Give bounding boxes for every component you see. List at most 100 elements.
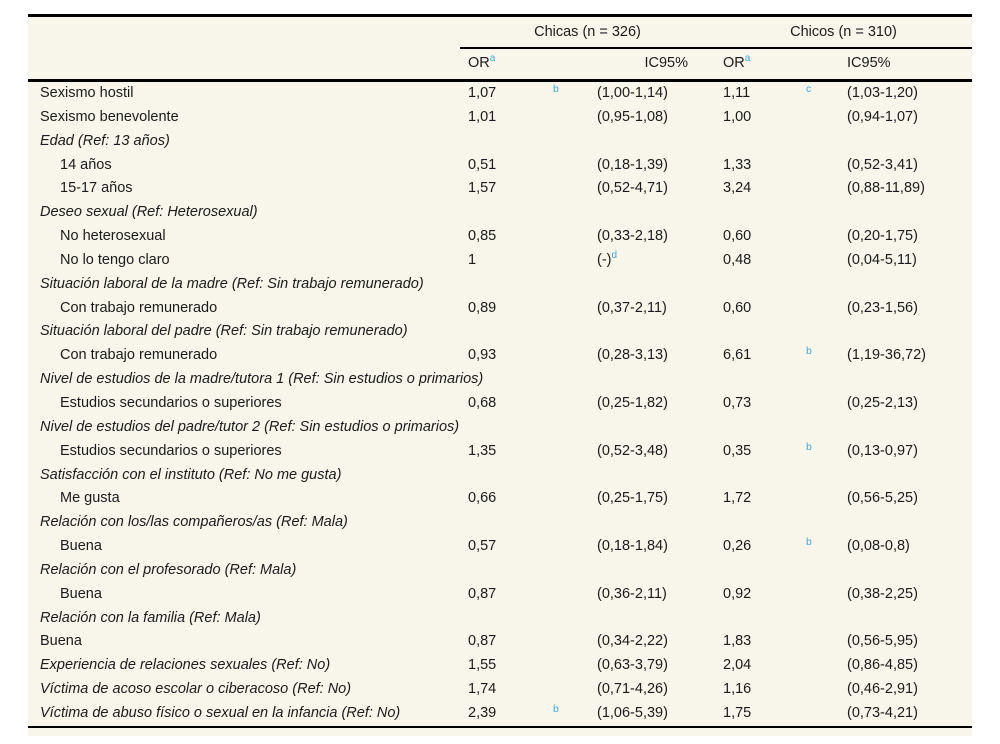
ci-value: (0,71-4,26) bbox=[597, 681, 668, 698]
or-header-chicas: ORa bbox=[460, 49, 545, 79]
or-value-chicos: 0,92 bbox=[715, 583, 798, 607]
or-value-chicos: 2,04 bbox=[715, 654, 798, 678]
ci-value-chicas: (0,36-2,11) bbox=[590, 583, 715, 607]
ci-value: (1,00-1,14) bbox=[597, 85, 668, 101]
or-value: 0,60 bbox=[723, 228, 752, 245]
or-value-chicas bbox=[460, 607, 545, 631]
table-row: Sexismo hostil 1,07 b (1,00-1,14) 1,11 c… bbox=[28, 82, 972, 106]
sig-marker-chicos bbox=[798, 607, 840, 631]
ci-value-chicos bbox=[840, 201, 972, 225]
significance-letter: b bbox=[806, 440, 812, 453]
ci-value-chicas bbox=[590, 416, 715, 440]
table-row: Relación con el profesorado (Ref: Mala) bbox=[28, 559, 972, 583]
or-value: 0,66 bbox=[468, 490, 497, 507]
sig-marker-chicas bbox=[545, 273, 590, 297]
row-label: Sexismo hostil bbox=[40, 85, 134, 101]
sig-marker-chicas: b bbox=[545, 82, 590, 107]
ci-value: (0,20-1,75) bbox=[847, 228, 918, 245]
sig-marker-chicos bbox=[798, 130, 840, 154]
or-value-chicos bbox=[715, 201, 798, 225]
sig-marker-chicas bbox=[545, 464, 590, 488]
or-value: 0,48 bbox=[723, 251, 752, 268]
sig-marker-chicas: b bbox=[545, 702, 590, 727]
sig-marker-chicas bbox=[545, 177, 590, 201]
or-value: 0,87 bbox=[468, 585, 497, 602]
sig-marker-chicas bbox=[545, 154, 590, 178]
ci-value-chicos: (0,20-1,75) bbox=[840, 225, 972, 249]
or-value: 0,93 bbox=[468, 347, 497, 364]
or-value-chicos bbox=[715, 130, 798, 154]
table-body: Sexismo hostil 1,07 b (1,00-1,14) 1,11 c… bbox=[28, 82, 972, 728]
ci-value-chicos bbox=[840, 368, 972, 392]
table-row: Estudios secundarios o superiores 0,68 (… bbox=[28, 392, 972, 416]
ci-value-chicos: (0,94-1,07) bbox=[840, 106, 972, 130]
or-value: 1,11 bbox=[723, 85, 751, 101]
ci-value-chicas bbox=[590, 511, 715, 535]
sig-marker-chicos bbox=[798, 368, 840, 392]
ci-value-chicos bbox=[840, 273, 972, 297]
ci-value: (1,06-5,39) bbox=[597, 704, 668, 721]
row-label: Buena bbox=[60, 538, 102, 555]
sig-marker-chicos bbox=[798, 630, 840, 654]
ci-value-chicas: (0,18-1,39) bbox=[590, 154, 715, 178]
group-header-row: Chicas (n = 326) Chicos (n = 310) bbox=[28, 17, 972, 49]
ci-value: (0,52-3,48) bbox=[597, 442, 668, 459]
significance-letter: b bbox=[806, 345, 812, 358]
ci-value-chicos bbox=[840, 559, 972, 583]
results-table: Chicas (n = 326) Chicos (n = 310) ORa IC… bbox=[28, 14, 972, 736]
row-label: Situación laboral del padre (Ref: Sin tr… bbox=[40, 323, 408, 340]
sig-marker-chicas bbox=[545, 344, 590, 369]
or-value-chicos: 1,11 bbox=[715, 82, 798, 107]
sig-marker-chicos bbox=[798, 201, 840, 225]
ci-value-chicas: (0,34-2,22) bbox=[590, 630, 715, 654]
sig-marker-chicos: b bbox=[798, 344, 840, 369]
row-label: Deseo sexual (Ref: Heterosexual) bbox=[40, 204, 258, 221]
row-label: Satisfacción con el instituto (Ref: No m… bbox=[40, 466, 342, 483]
or-value: 3,24 bbox=[723, 180, 752, 197]
sig-marker-chicos bbox=[798, 225, 840, 249]
or-value-chicos bbox=[715, 464, 798, 488]
ci-value: (0,28-3,13) bbox=[597, 347, 668, 364]
table-row: Situación laboral del padre (Ref: Sin tr… bbox=[28, 320, 972, 344]
sig-marker-chicas bbox=[545, 535, 590, 560]
ci-value: (0,25-1,82) bbox=[597, 394, 668, 411]
or-value: 1,55 bbox=[468, 657, 497, 674]
or-value-chicos: 1,75 bbox=[715, 702, 798, 727]
or-value-chicas: 0,51 bbox=[460, 154, 545, 178]
ci-value: (0,23-1,56) bbox=[847, 299, 918, 316]
ci-value: (0,25-2,13) bbox=[847, 394, 918, 411]
sig-marker-chicos bbox=[798, 678, 840, 702]
table-row: Relación con la familia (Ref: Mala) bbox=[28, 607, 972, 631]
table-row: Con trabajo remunerado 0,89 (0,37-2,11) … bbox=[28, 297, 972, 321]
or-value-chicas bbox=[460, 416, 545, 440]
row-label: Buena bbox=[60, 585, 102, 602]
ci-value: (0,25-1,75) bbox=[597, 490, 668, 507]
sig-marker-chicos bbox=[798, 464, 840, 488]
or-value: 1,83 bbox=[723, 633, 752, 650]
ci-header-chicos: IC95% bbox=[847, 55, 891, 71]
ci-value-chicos: (0,04-5,11) bbox=[840, 249, 972, 273]
ci-value: (0,36-2,11) bbox=[597, 585, 667, 602]
row-label: Situación laboral de la madre (Ref: Sin … bbox=[40, 275, 424, 292]
row-label: Con trabajo remunerado bbox=[60, 347, 218, 364]
ci-value-chicos bbox=[840, 511, 972, 535]
ci-value-chicas bbox=[590, 320, 715, 344]
sig-marker-chicas bbox=[545, 678, 590, 702]
ci-value: (0,13-0,97) bbox=[847, 442, 918, 459]
or-value: 0,51 bbox=[468, 156, 497, 173]
row-label: Relación con el profesorado (Ref: Mala) bbox=[40, 561, 297, 578]
or-value-chicas: 1,57 bbox=[460, 177, 545, 201]
ci-value-chicos: (0,38-2,25) bbox=[840, 583, 972, 607]
sig-marker-chicas bbox=[545, 630, 590, 654]
ci-value-chicos bbox=[840, 320, 972, 344]
or-value-chicas bbox=[460, 320, 545, 344]
row-label: Nivel de estudios de la madre/tutora 1 (… bbox=[40, 371, 484, 388]
or-value: 1,57 bbox=[468, 180, 497, 197]
row-label: 14 años bbox=[60, 156, 112, 173]
or-value-chicos: 1,83 bbox=[715, 630, 798, 654]
sig-header-chicos bbox=[798, 49, 840, 79]
sig-marker-chicas bbox=[545, 201, 590, 225]
row-label: Nivel de estudios del padre/tutor 2 (Ref… bbox=[40, 418, 460, 435]
ci-value: (0,73-4,21) bbox=[847, 704, 918, 721]
or-value-chicas: 0,68 bbox=[460, 392, 545, 416]
